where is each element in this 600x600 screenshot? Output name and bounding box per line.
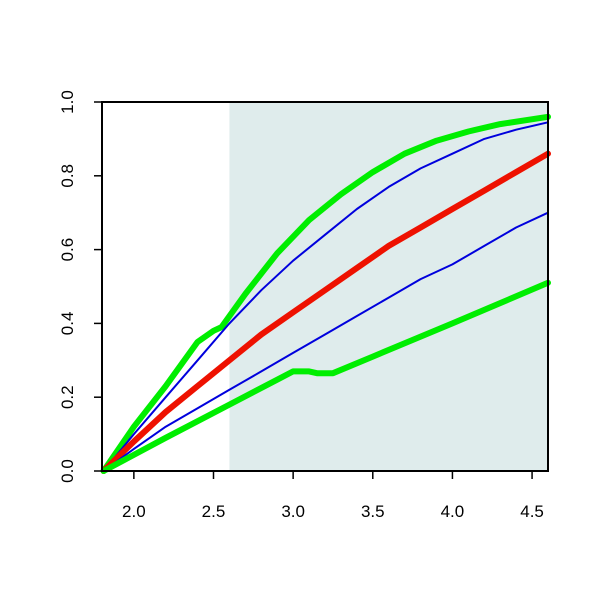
series-layer bbox=[100, 113, 551, 474]
series-line-1 bbox=[100, 113, 551, 474]
series-line-2 bbox=[102, 121, 549, 472]
series-line-5 bbox=[100, 279, 551, 474]
y-tick-label: 0.2 bbox=[58, 385, 77, 409]
y-tick-label: 0.8 bbox=[58, 164, 77, 188]
series-line-4 bbox=[102, 211, 549, 472]
y-tick-label: 0.6 bbox=[58, 238, 77, 262]
plot-frame bbox=[101, 101, 549, 472]
x-tick-label: 4.0 bbox=[441, 502, 465, 521]
y-axis: 0.0 0.2 0.4 0.6 0.8 1.0 bbox=[58, 90, 102, 483]
x-axis: 2.0 2.5 3.0 3.5 4.0 4.5 bbox=[122, 471, 544, 521]
shaded-region bbox=[229, 102, 548, 471]
y-tick-label: 0.4 bbox=[58, 312, 77, 336]
x-tick-label: 3.0 bbox=[281, 502, 305, 521]
x-tick-label: 2.0 bbox=[122, 502, 146, 521]
x-tick-label: 3.5 bbox=[361, 502, 385, 521]
y-tick-label: 1.0 bbox=[58, 90, 77, 114]
series-line-3 bbox=[100, 150, 551, 474]
x-tick-label: 2.5 bbox=[202, 502, 226, 521]
y-tick-label: 0.0 bbox=[58, 459, 77, 483]
x-tick-label: 4.5 bbox=[520, 502, 544, 521]
